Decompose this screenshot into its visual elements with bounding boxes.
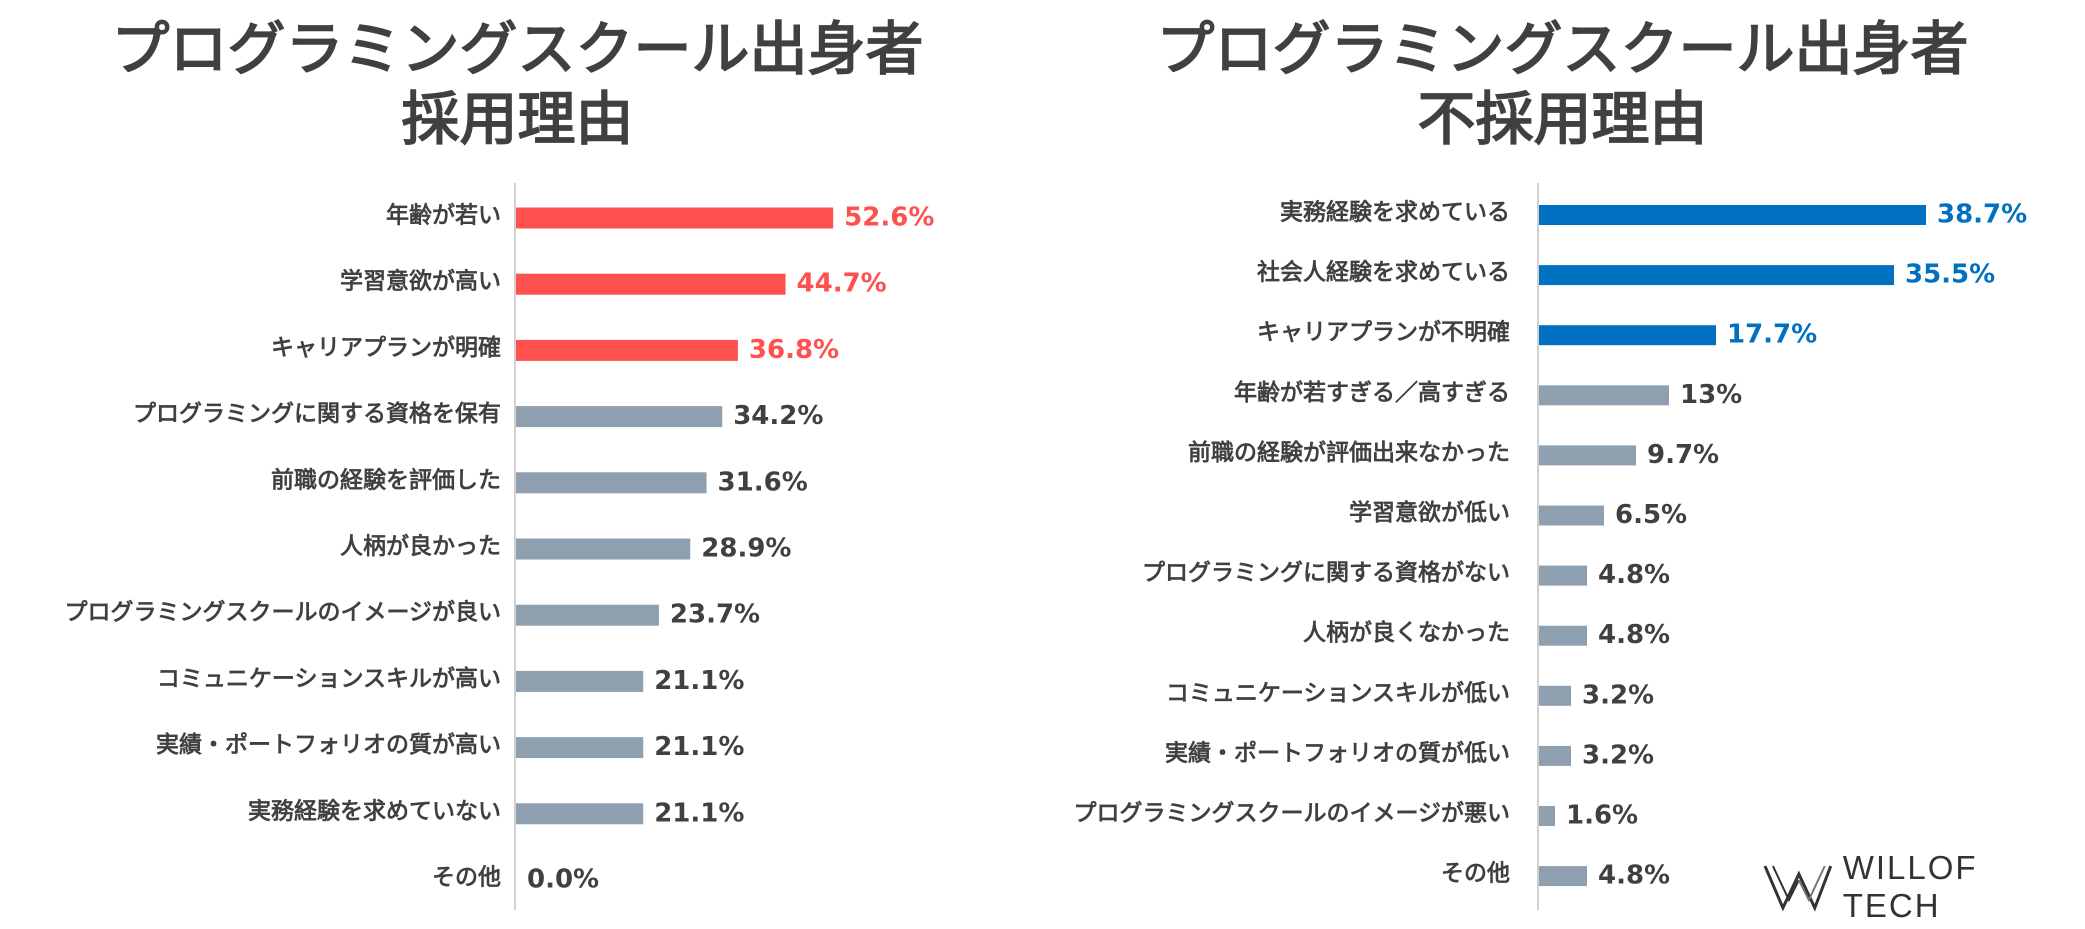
left-bar — [516, 604, 659, 626]
right-category-label: コミュニケーションスキルが低い — [1166, 679, 1510, 706]
right-value-label: 13% — [1680, 380, 1742, 410]
willof-tech-logo: WILLOF TECH — [1763, 849, 2085, 924]
left-category-label: 実務経験を求めていない — [248, 797, 501, 824]
left-value-label: 31.6% — [718, 467, 808, 497]
right-category-label: その他 — [1441, 861, 1510, 887]
right-category-label: 人柄が良くなかった — [1303, 619, 1510, 646]
right-category-label: 学習意欲が低い — [1349, 499, 1510, 526]
left-bar — [516, 670, 644, 692]
right-category-label: キャリアプランが不明確 — [1257, 319, 1510, 346]
right-chart-title: プログラミングスクール出身者 不採用理由 — [1040, 14, 2085, 154]
right-value-label: 3.2% — [1582, 680, 1654, 710]
right-bar — [1539, 265, 1894, 286]
right-value-label: 38.7% — [1937, 200, 2027, 230]
left-title-line-1: プログラミングスクール出身者 — [111, 15, 924, 83]
right-bar — [1539, 806, 1555, 826]
right-bar — [1539, 205, 1926, 225]
right-category-label: 実績・ポートフォリオの質が低い — [1165, 739, 1510, 766]
left-title-line-2: 採用理由 — [401, 85, 634, 153]
left-value-label: 52.6% — [844, 203, 934, 233]
right-value-label: 9.7% — [1647, 440, 1719, 470]
left-category-label: 年齢が若い — [386, 202, 501, 229]
right-bar — [1539, 385, 1669, 406]
left-category-label: 人柄が良かった — [340, 533, 501, 560]
right-bar — [1539, 745, 1571, 766]
right-value-label: 1.6% — [1566, 801, 1638, 831]
right-title-line-1: プログラミングスクール出身者 — [1156, 15, 1969, 83]
left-category-label: コミュニケーションスキルが高い — [157, 665, 501, 692]
left-bar — [516, 406, 723, 428]
right-value-label: 6.5% — [1615, 500, 1687, 530]
left-value-label: 34.2% — [733, 401, 823, 431]
left-value-label: 21.1% — [654, 798, 744, 828]
right-bar-chart: 実務経験を求めている 38.7% 社会人経験を求めている 35.5% キャリアプランが不… — [1073, 183, 2027, 910]
left-category-label: 実績・ポートフォリオの質が高い — [156, 731, 501, 758]
right-category-label: プログラミングに関する資格がない — [1142, 559, 1510, 586]
left-category-label: プログラミングスクールのイメージが良い — [64, 599, 501, 626]
left-category-label: 前職の経験を評価した — [271, 466, 501, 493]
left-category-label: 学習意欲が高い — [340, 268, 501, 295]
right-category-label: 実務経験を求めている — [1280, 199, 1510, 226]
right-bar — [1539, 685, 1571, 706]
left-bar — [516, 803, 644, 825]
right-title-line-2: 不採用理由 — [1417, 85, 1708, 153]
left-bar — [516, 207, 834, 229]
right-category-label: プログラミングスクールのイメージが悪い — [1073, 800, 1510, 827]
left-bar — [516, 737, 644, 759]
right-value-label: 4.8% — [1598, 861, 1670, 891]
right-bar — [1539, 505, 1604, 526]
willof-logo-icon — [1763, 865, 1833, 912]
left-value-label: 0.0% — [527, 865, 599, 895]
right-value-label: 4.8% — [1598, 560, 1670, 590]
right-bar — [1539, 445, 1636, 466]
left-chart-title: プログラミングスクール出身者 採用理由 — [0, 14, 1035, 154]
left-value-label: 21.1% — [654, 666, 744, 696]
right-value-label: 4.8% — [1598, 620, 1670, 650]
left-category-label: キャリアプランが明確 — [271, 334, 501, 361]
left-bar — [516, 472, 707, 494]
left-category-label: その他 — [432, 865, 501, 891]
left-value-label: 36.8% — [749, 335, 839, 365]
left-bar — [516, 273, 786, 295]
right-bar — [1539, 625, 1587, 646]
right-value-label: 17.7% — [1727, 320, 1817, 350]
left-value-label: 23.7% — [670, 600, 760, 630]
right-bar — [1539, 325, 1716, 346]
right-category-label: 前職の経験が評価出来なかった — [1188, 439, 1510, 466]
right-value-label: 3.2% — [1582, 740, 1654, 770]
right-category-label: 年齢が若すぎる／高すぎる — [1234, 379, 1510, 406]
right-value-label: 35.5% — [1905, 260, 1995, 290]
left-bar-chart: 年齢が若い 52.6% 学習意欲が高い 44.7% キャリアプランが明確 36.8% プログ… — [64, 183, 934, 910]
right-bar — [1539, 866, 1587, 887]
right-category-label: 社会人経験を求めている — [1257, 259, 1510, 286]
right-bar — [1539, 565, 1587, 586]
left-value-label: 28.9% — [701, 534, 791, 564]
left-bar — [516, 339, 738, 361]
left-value-label: 21.1% — [654, 732, 744, 762]
left-value-label: 44.7% — [797, 269, 887, 299]
left-bar — [516, 538, 691, 560]
logo-text: WILLOF TECH — [1842, 849, 1978, 924]
left-category-label: プログラミングに関する資格を保有 — [133, 400, 501, 427]
